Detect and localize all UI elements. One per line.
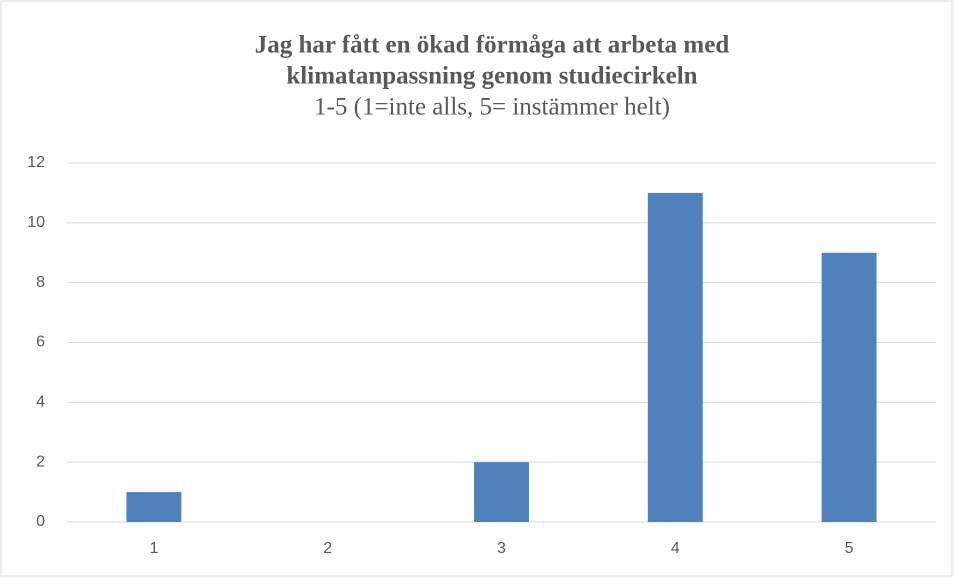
y-tick-label: 6 [36, 334, 45, 351]
chart-title: Jag har fått en ökad förmåga att arbeta … [255, 32, 730, 59]
y-tick-label: 0 [36, 513, 45, 530]
bar [126, 492, 182, 522]
y-tick-label: 10 [27, 214, 45, 231]
y-tick-label: 8 [36, 274, 45, 291]
y-tick-label: 12 [27, 154, 45, 171]
bar [821, 252, 877, 522]
y-tick-label: 4 [36, 394, 45, 411]
x-tick-label: 4 [671, 540, 680, 557]
bar [474, 462, 529, 522]
bar [647, 192, 703, 522]
chart-subtitle: 1-5 (1=inte alls, 5= instämmer helt) [314, 94, 670, 121]
x-tick-label: 1 [149, 540, 158, 557]
x-tick-label: 2 [323, 540, 332, 557]
x-tick-label: 3 [497, 540, 506, 557]
x-tick-label: 5 [845, 540, 854, 557]
y-tick-label: 2 [36, 453, 45, 470]
chart-title: klimatanpassning genom studiecirkeln [286, 63, 697, 90]
